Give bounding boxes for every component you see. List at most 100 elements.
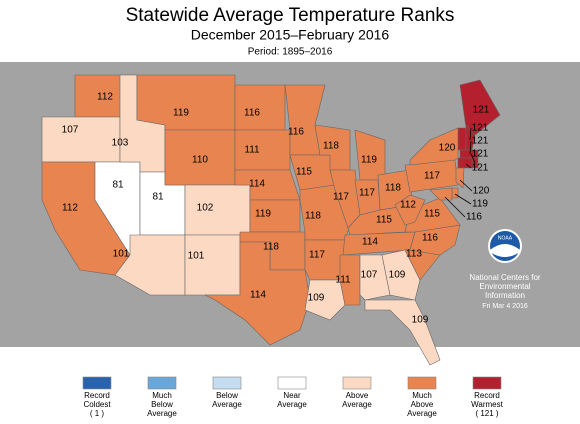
state-shape <box>339 254 361 306</box>
state-rank: 121 <box>472 136 489 147</box>
leader-line <box>459 179 473 192</box>
legend-label: Below <box>216 391 238 400</box>
state-rank: 119 <box>361 155 377 166</box>
state-rank: 118 <box>385 183 401 194</box>
legend-label: Average <box>407 409 437 418</box>
state-rank: 118 <box>263 242 279 253</box>
legend-label: Much <box>152 391 172 400</box>
legend-label: Below <box>151 400 173 409</box>
legend-swatch <box>472 376 502 390</box>
legend-label: Much <box>412 391 432 400</box>
state-shape <box>381 249 421 301</box>
state-shape <box>204 241 311 346</box>
state-rank: 103 <box>112 138 129 149</box>
period: Period: 1895–2016 <box>248 47 333 58</box>
state-shape <box>451 187 459 199</box>
state-shape <box>184 234 241 296</box>
legend-label: Warmest <box>471 400 503 409</box>
state-rank: 118 <box>305 211 321 222</box>
state-shape <box>409 224 461 256</box>
legend-label: Record <box>474 391 500 400</box>
state-shape <box>359 254 391 301</box>
state-labels: 112 107 112 81 103 81 101 119 110 102 101 116 111 114… <box>62 92 490 326</box>
state-rank: 112 <box>97 92 113 103</box>
legend-label: ( 1 ) <box>90 409 105 418</box>
leader-line <box>470 153 476 164</box>
title: Statewide Average Temperature Ranks <box>126 5 455 26</box>
state-rank: 113 <box>406 249 422 260</box>
state-shape <box>41 116 121 163</box>
state-rank: 109 <box>308 293 325 304</box>
state-rank: 81 <box>152 192 164 203</box>
state-rank: 119 <box>173 108 189 119</box>
state-shape <box>394 194 426 226</box>
state-rank: 116 <box>288 127 304 138</box>
state-rank: 109 <box>389 270 406 281</box>
state-rank: 117 <box>359 188 375 199</box>
state-rank: 111 <box>335 275 351 286</box>
state-rank: 116 <box>466 212 482 223</box>
state-shape <box>459 79 501 136</box>
state-rank: 81 <box>112 180 124 191</box>
state-rank: 121 <box>473 105 490 116</box>
legend-swatch <box>147 376 177 390</box>
legend-label: Near <box>283 391 301 400</box>
legend-swatch <box>212 376 242 390</box>
state-rank: 117 <box>333 192 349 203</box>
legend-label: Above <box>411 400 434 409</box>
state-shape <box>455 167 465 189</box>
state-rank: 102 <box>197 203 214 214</box>
state-rank: 114 <box>249 179 265 190</box>
state-rank: 114 <box>362 237 378 248</box>
legend-label: Average <box>212 400 242 409</box>
legend-label: Coldest <box>83 400 111 409</box>
state-rank: 118 <box>323 141 339 152</box>
state-rank: 116 <box>244 108 260 119</box>
state-rank: 117 <box>309 250 325 261</box>
state-rank: 121 <box>472 123 489 134</box>
legend-swatch <box>342 376 372 390</box>
state-shape <box>184 184 251 236</box>
state-rank: 112 <box>62 203 78 214</box>
legend-label: Above <box>346 391 369 400</box>
leader-line <box>469 140 472 155</box>
subtitle: December 2015–February 2016 <box>191 27 390 43</box>
state-shape <box>364 299 441 366</box>
credit-line: Environmental <box>479 282 530 291</box>
state-shape <box>429 187 453 201</box>
leader-line <box>469 127 472 141</box>
legend-swatch <box>82 376 112 390</box>
credit-date: Fri Mar 4 2016 <box>482 303 528 310</box>
legend-label: Average <box>277 400 307 409</box>
state-rank: 120 <box>473 186 490 197</box>
state-rank: 101 <box>188 251 205 262</box>
state-rank: 109 <box>412 315 429 326</box>
leader-line <box>465 163 472 169</box>
state-rank: 121 <box>472 149 489 160</box>
legend-label: Record <box>84 391 110 400</box>
state-rank: 116 <box>422 233 438 244</box>
state-rank: 119 <box>255 209 271 220</box>
state-rank: 119 <box>472 199 488 210</box>
state-rank: 117 <box>424 171 440 182</box>
state-rank: 101 <box>113 249 130 260</box>
state-rank: 107 <box>361 270 378 281</box>
credit-line: Information <box>485 291 525 300</box>
state-shape <box>457 157 473 169</box>
logo-text: NOAA <box>498 235 513 241</box>
legend-swatch <box>407 376 437 390</box>
credit-line: National Centers for <box>469 273 540 282</box>
state-rank: 115 <box>424 209 440 220</box>
credit: National Centers forEnvironmentalInforma… <box>469 273 540 310</box>
state-shape <box>457 127 467 151</box>
legend-label: ( 121 ) <box>475 409 498 418</box>
state-rank: 112 <box>400 200 416 211</box>
state-shape <box>304 279 346 321</box>
legend-label: Average <box>147 409 177 418</box>
legend-swatch <box>277 376 307 390</box>
state-rank: 115 <box>376 215 392 226</box>
state-rank: 120 <box>439 143 456 154</box>
state-shape <box>136 74 236 131</box>
